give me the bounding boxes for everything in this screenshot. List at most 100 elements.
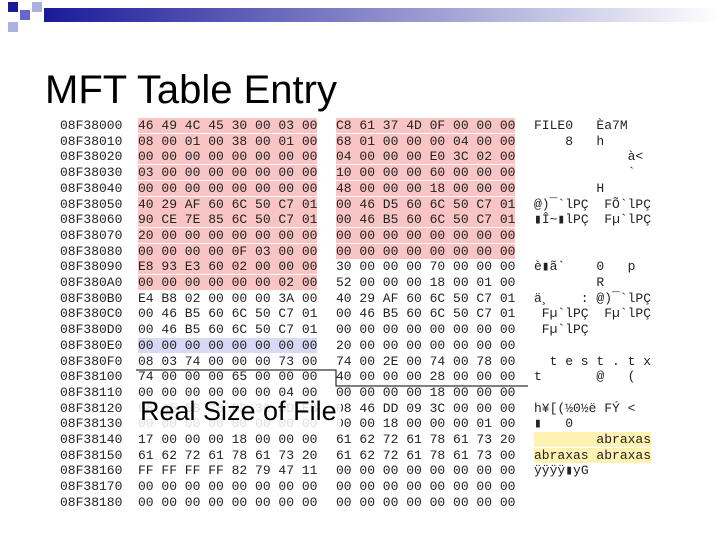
hex-bytes: 00 00 00 00 00 00 00 00 bbox=[138, 337, 318, 353]
ascii-text: ` bbox=[534, 165, 636, 181]
ascii-text: FILE0 Èa7M bbox=[534, 118, 628, 133]
hex-bytes: 52 00 00 00 18 00 01 00 bbox=[336, 275, 516, 290]
ascii-text: ▮ 0 bbox=[534, 416, 574, 432]
address: 08F38060 bbox=[60, 212, 123, 228]
address: 08F380D0 bbox=[60, 322, 123, 338]
hex-bytes: 00 00 00 00 00 00 00 00 bbox=[336, 479, 516, 495]
decor bbox=[8, 22, 18, 32]
address: 08F38090 bbox=[60, 259, 123, 275]
ascii-text: t @ ( bbox=[534, 369, 636, 385]
hex-bytes: 03 00 00 00 00 00 00 00 bbox=[138, 165, 318, 181]
hex-bytes: 00 46 B5 60 6C 50 C7 01 bbox=[138, 322, 318, 338]
ascii-text: à< bbox=[534, 149, 644, 165]
ascii-text: è▮ã` 0 p bbox=[534, 259, 636, 275]
hex-bytes: 04 00 00 00 E0 3C 02 00 bbox=[336, 149, 516, 165]
annotation: Real Size of File bbox=[136, 396, 341, 427]
ascii-text: h¥[(½0½ë FÝ < bbox=[534, 400, 636, 416]
hex-view: 08F38000 46 49 4C 45 30 00 03 00 C8 61 37 … bbox=[50, 118, 651, 514]
title: MFT Table Entry bbox=[45, 68, 337, 112]
hex-bytes: 00 00 00 00 00 00 00 00 bbox=[336, 463, 516, 479]
address: 08F38020 bbox=[60, 149, 123, 165]
hex-bytes: 30 00 00 00 70 00 00 00 bbox=[336, 259, 516, 275]
hex-bytes: 08 46 DD 09 3C 00 00 00 bbox=[336, 400, 516, 416]
address: 08F38130 bbox=[60, 416, 123, 432]
hex-bytes: 61 62 72 61 78 61 73 20 bbox=[138, 447, 318, 463]
ascii-text: Fµ`lPÇ Fµ`lPÇ bbox=[534, 306, 652, 322]
address: 08F38170 bbox=[60, 479, 123, 495]
address: 08F38030 bbox=[60, 165, 123, 181]
decor bbox=[20, 10, 30, 20]
ascii-text: @)¯`lPÇ FÕ`lPÇ bbox=[534, 196, 652, 212]
hex-bytes: 00 00 00 00 00 00 00 00 bbox=[138, 479, 318, 495]
address: 08F380B0 bbox=[60, 290, 123, 306]
hex-bytes: 00 00 00 00 18 00 00 00 bbox=[336, 384, 516, 400]
hex-bytes: 00 00 00 00 00 00 00 00 bbox=[138, 494, 318, 510]
hex-bytes: 74 00 00 00 65 00 00 00 bbox=[138, 369, 318, 385]
hex-bytes: 20 00 00 00 00 00 00 00 bbox=[138, 227, 318, 243]
address: 08F38140 bbox=[60, 432, 123, 447]
hex-bytes: 61 62 72 61 78 61 73 20 bbox=[336, 432, 516, 447]
hex-bytes: 90 CE 7E 85 6C 50 C7 01 bbox=[138, 212, 318, 228]
address: 08F38120 bbox=[60, 400, 123, 416]
hex-bytes: 17 00 00 00 18 00 00 00 bbox=[138, 432, 318, 447]
hex-bytes: 00 00 00 00 00 00 00 00 bbox=[138, 149, 318, 165]
ascii-text: R bbox=[534, 275, 605, 290]
address: 08F380C0 bbox=[60, 306, 123, 322]
ascii-text: Fµ`lPÇ bbox=[534, 322, 589, 338]
hex-bytes: 40 00 00 00 28 00 00 00 bbox=[336, 369, 516, 385]
hex-bytes: 00 00 00 00 00 00 00 00 bbox=[336, 322, 516, 338]
hex-bytes: 00 00 00 00 00 00 00 00 bbox=[336, 243, 516, 259]
hex-bytes: FF FF FF FF 82 79 47 11 bbox=[138, 463, 318, 479]
hex-bytes: 40 29 AF 60 6C 50 C7 01 bbox=[138, 196, 318, 212]
hex-bytes: 61 62 72 61 78 61 73 00 bbox=[336, 447, 516, 463]
hex-bytes: 40 29 AF 60 6C 50 C7 01 bbox=[336, 290, 516, 306]
hex-bytes: 46 49 4C 45 30 00 03 00 bbox=[138, 118, 318, 133]
hex-bytes: C8 61 37 4D 0F 00 00 00 bbox=[336, 118, 516, 133]
address: 08F38050 bbox=[60, 196, 123, 212]
hex-bytes: 00 46 B5 60 6C 50 C7 01 bbox=[138, 306, 318, 322]
decor-bar bbox=[44, 8, 720, 22]
ascii-text: abraxas bbox=[534, 432, 652, 447]
ascii-text: H bbox=[534, 180, 605, 196]
hex-bytes: 00 00 00 00 0F 03 00 00 bbox=[138, 243, 318, 259]
hex-bytes: 08 00 01 00 38 00 01 00 bbox=[138, 133, 318, 149]
ascii-text: abraxas abraxas bbox=[534, 447, 652, 463]
hex-bytes: 00 00 00 00 00 00 02 00 bbox=[138, 275, 318, 290]
hex-bytes: 74 00 2E 00 74 00 78 00 bbox=[336, 353, 516, 369]
hex-bytes: 20 00 00 00 00 00 00 00 bbox=[336, 337, 516, 353]
hex-bytes: 68 01 00 00 00 04 00 00 bbox=[336, 133, 516, 149]
address: 08F38070 bbox=[60, 227, 123, 243]
hex-bytes: 10 00 00 00 60 00 00 00 bbox=[336, 165, 516, 181]
address: 08F380E0 bbox=[60, 337, 123, 353]
ascii-text: ▮Î~▮lPÇ Fµ`lPÇ bbox=[534, 212, 652, 228]
address: 08F38040 bbox=[60, 180, 123, 196]
address: 08F380F0 bbox=[60, 353, 123, 369]
hex-bytes: 00 00 18 00 00 00 01 00 bbox=[336, 416, 516, 432]
address: 08F38010 bbox=[60, 133, 123, 149]
hex-bytes: 00 00 00 00 00 00 00 00 bbox=[336, 494, 516, 510]
ascii-text: 8 h bbox=[534, 133, 605, 149]
address: 08F38080 bbox=[60, 243, 123, 259]
hex-bytes: E8 93 E3 60 02 00 00 00 bbox=[138, 259, 318, 275]
address: 08F38100 bbox=[60, 369, 123, 385]
address: 08F38180 bbox=[60, 494, 123, 510]
ascii-text: t e s t . t x bbox=[534, 353, 652, 369]
hex-bytes: 00 46 B5 60 6C 50 C7 01 bbox=[336, 306, 516, 322]
hex-bytes: 48 00 00 00 18 00 00 00 bbox=[336, 180, 516, 196]
address: 08F38000 bbox=[60, 118, 123, 133]
hex-bytes: 00 46 D5 60 6C 50 C7 01 bbox=[336, 196, 516, 212]
address: 08F38150 bbox=[60, 447, 123, 463]
ascii-text: ä¸ : @)¯`lPÇ bbox=[534, 290, 652, 306]
ascii-text: ÿÿÿÿ▮yG bbox=[534, 463, 589, 479]
address: 08F380A0 bbox=[60, 275, 123, 290]
hex-bytes: 00 00 00 00 00 00 00 00 bbox=[138, 180, 318, 196]
hex-bytes: 00 46 B5 60 6C 50 C7 01 bbox=[336, 212, 516, 228]
decor bbox=[32, 2, 42, 12]
address: 08F38160 bbox=[60, 463, 123, 479]
address: 08F38110 bbox=[60, 384, 123, 400]
decor bbox=[8, 2, 18, 12]
hex-bytes: E4 B8 02 00 00 00 3A 00 bbox=[138, 290, 318, 306]
hex-bytes: 00 00 00 00 00 00 00 00 bbox=[336, 227, 516, 243]
